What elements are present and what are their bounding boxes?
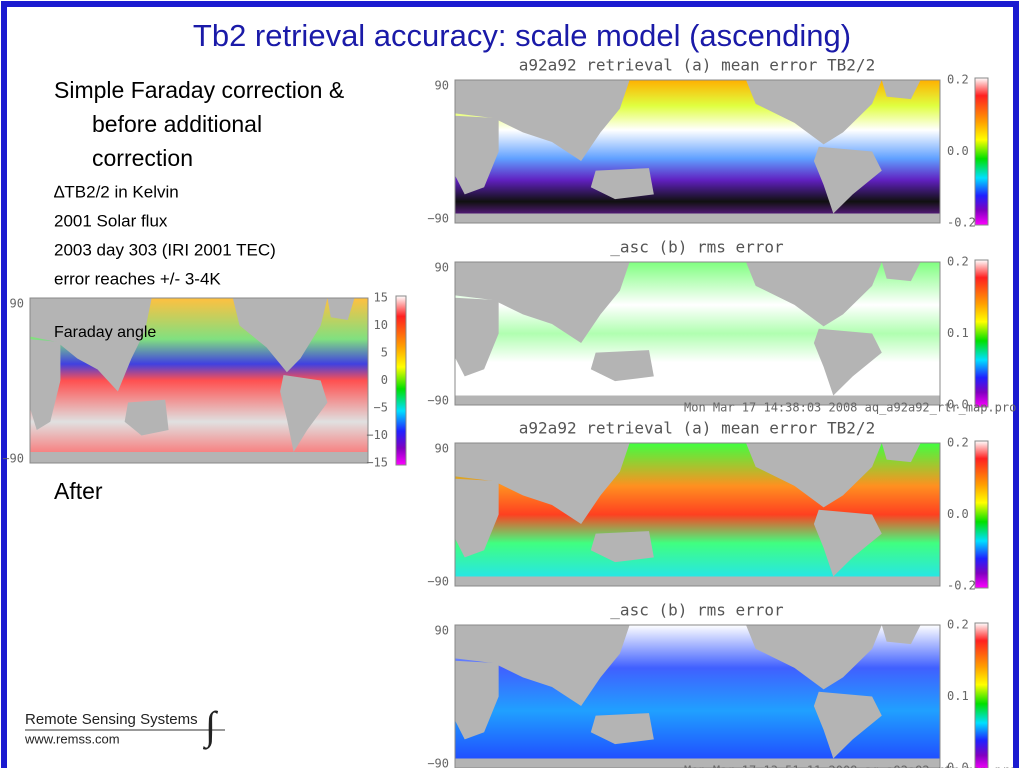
colorbar-label: 0.0 <box>947 144 969 158</box>
panel-title: _asc (b) rms error <box>610 238 784 257</box>
map-frame <box>29 297 369 464</box>
map-frame <box>454 79 941 224</box>
colorbar-label: −10 <box>366 428 388 442</box>
timestamp: Mon Mar 17 14:38:03 2008 aq_a92a92_rtr_m… <box>684 401 1016 415</box>
colorbar-label: 0.2 <box>947 618 969 632</box>
colorbar-label: 0.1 <box>947 326 969 340</box>
colorbar-label: 0.2 <box>947 73 969 87</box>
map-frame <box>454 624 941 768</box>
colorbar-label: −15 <box>366 456 388 470</box>
after-label: After <box>54 478 103 504</box>
logo-name: Remote Sensing Systems <box>25 711 198 728</box>
logo-url: www.remss.com <box>24 731 120 746</box>
lat-label: −90 <box>427 575 449 589</box>
colorbar-label: 10 <box>374 318 388 332</box>
colorbar <box>974 77 989 226</box>
colorbar-label: −5 <box>374 401 388 415</box>
bullet: error reaches +/- 3-4K <box>54 269 221 288</box>
colorbar-label: 0.1 <box>947 689 969 703</box>
faraday-label: Faraday angle <box>54 324 156 341</box>
lat-label: −90 <box>427 757 449 768</box>
bullet: Simple Faraday correction & before additi… <box>54 77 344 171</box>
colorbar-label: 0.2 <box>947 436 969 450</box>
colorbar-label: -0.2 <box>947 216 976 230</box>
lat-label: 90 <box>435 442 449 456</box>
colorbar <box>974 622 989 768</box>
panel-title: a92a92 retrieval (a) mean error TB2/2 <box>519 56 875 75</box>
lat-label: −90 <box>427 394 449 408</box>
lat-label: 90 <box>435 261 449 275</box>
logo-mark: ∫ <box>202 703 219 750</box>
bullet: 2001 Solar flux <box>54 211 168 230</box>
bullet: ∆TB2/2 in Kelvin <box>54 182 179 201</box>
bullet: 2003 day 303 (IRI 2001 TEC) <box>54 240 276 259</box>
panel-title: a92a92 retrieval (a) mean error TB2/2 <box>519 419 875 438</box>
colorbar-label: 0.0 <box>947 398 969 412</box>
colorbar-label: 15 <box>374 291 388 305</box>
lat-label: −90 <box>2 452 24 466</box>
lat-label: 90 <box>435 79 449 93</box>
colorbar-label: 0.0 <box>947 507 969 521</box>
colorbar-label: 0.0 <box>947 761 969 768</box>
colorbar <box>974 440 989 589</box>
timestamp: Mon Mar 17 13:51:11 2008 aq_a92a92_rtr_m… <box>684 764 1016 768</box>
colorbar-label: 5 <box>381 346 388 360</box>
map-frame <box>454 261 941 406</box>
colorbar-label: 0.2 <box>947 255 969 269</box>
slide-title: Tb2 retrieval accuracy: scale model (asc… <box>193 18 851 53</box>
map-frame <box>454 442 941 587</box>
colorbar <box>974 259 989 408</box>
lat-label: −90 <box>427 212 449 226</box>
lat-label: 90 <box>10 297 24 311</box>
colorbar-label: 0 <box>381 373 388 387</box>
colorbar <box>395 295 407 466</box>
colorbar-label: -0.2 <box>947 579 976 593</box>
panel-title: _asc (b) rms error <box>610 601 784 620</box>
lat-label: 90 <box>435 624 449 638</box>
